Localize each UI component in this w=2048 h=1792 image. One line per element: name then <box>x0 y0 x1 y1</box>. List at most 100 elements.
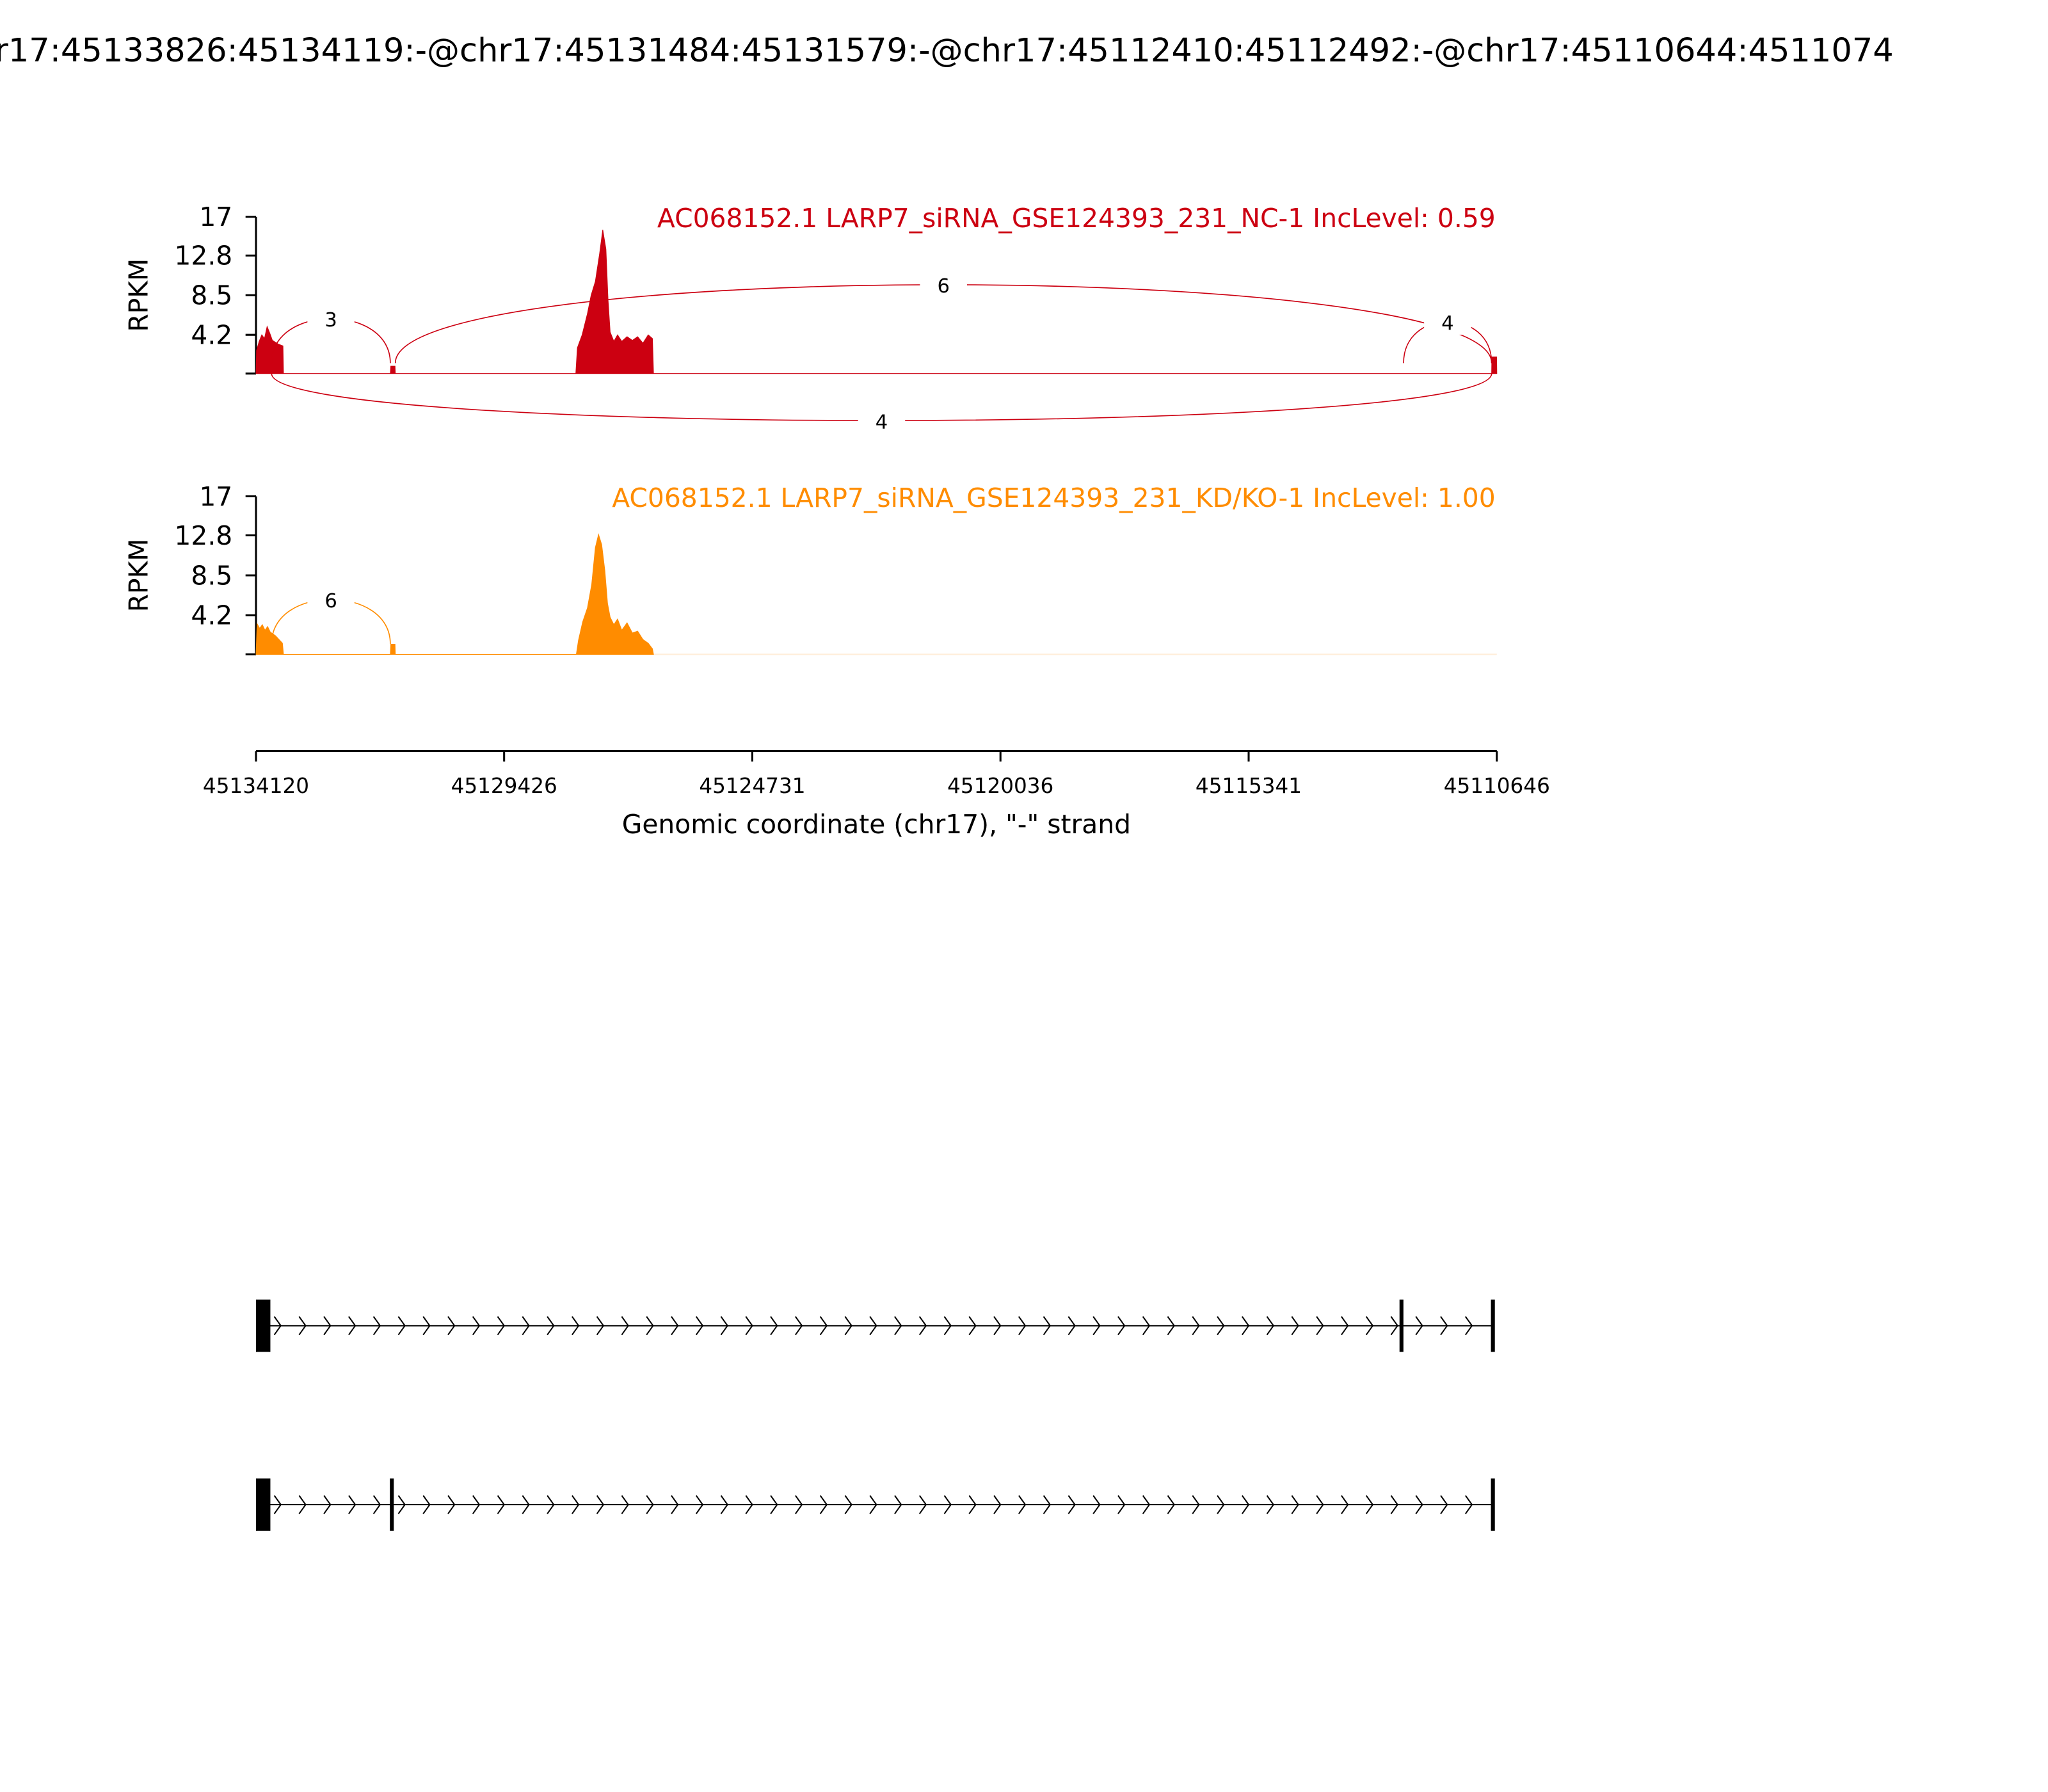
strand-chevron <box>472 1495 481 1514</box>
exon <box>1491 1478 1495 1531</box>
strand-chevron <box>745 1495 753 1514</box>
track-title: AC068152.1 LARP7_siRNA_GSE124393_231_NC-… <box>657 203 1496 234</box>
strand-chevron <box>720 1495 728 1514</box>
strand-chevron <box>572 1495 580 1514</box>
strand-chevron <box>1217 1495 1225 1514</box>
exon <box>1399 1299 1404 1352</box>
strand-chevron <box>1316 1495 1324 1514</box>
exon <box>390 1478 394 1531</box>
strand-chevron <box>621 1495 629 1514</box>
x-tick-label: 45134120 <box>203 774 309 798</box>
strand-chevron <box>1390 1495 1398 1514</box>
strand-chevron <box>497 1316 506 1336</box>
strand-chevron <box>397 1495 406 1514</box>
strand-chevron <box>372 1316 381 1336</box>
x-tick-label: 45110646 <box>1444 774 1550 798</box>
coverage-area <box>255 533 654 655</box>
strand-chevron <box>1415 1495 1423 1514</box>
strand-chevron <box>1341 1495 1349 1514</box>
junction-label: 3 <box>324 309 337 332</box>
strand-chevron <box>745 1316 753 1336</box>
strand-chevron <box>447 1495 456 1514</box>
strand-chevron <box>819 1495 828 1514</box>
strand-chevron <box>1464 1316 1473 1336</box>
exon <box>1491 1299 1495 1352</box>
strand-chevron <box>1291 1495 1299 1514</box>
strand-chevron <box>1192 1316 1200 1336</box>
junction-label-bg <box>307 305 355 332</box>
y-tick-label: 4.2 <box>191 600 232 631</box>
strand-chevron <box>522 1316 530 1336</box>
y-axis-label: RPKM <box>124 539 154 612</box>
strand-chevron <box>472 1316 481 1336</box>
strand-chevron <box>273 1495 282 1514</box>
coverage-area <box>255 229 1498 374</box>
strand-chevron <box>894 1495 902 1514</box>
strand-chevron <box>968 1495 977 1514</box>
strand-chevron <box>993 1495 1002 1514</box>
strand-chevron <box>1092 1495 1101 1514</box>
strand-chevron <box>1117 1495 1126 1514</box>
strand-chevron <box>348 1495 356 1514</box>
strand-chevron <box>522 1495 530 1514</box>
x-tick-label: 45129426 <box>451 774 557 798</box>
strand-chevron <box>918 1495 927 1514</box>
strand-chevron <box>298 1316 307 1336</box>
strand-chevron <box>621 1316 629 1336</box>
strand-chevron <box>993 1316 1002 1336</box>
track-title: AC068152.1 LARP7_siRNA_GSE124393_231_KD/… <box>612 483 1496 513</box>
strand-chevron <box>1390 1316 1398 1336</box>
y-tick-label: 12.8 <box>174 241 232 271</box>
strand-chevron <box>720 1316 728 1336</box>
strand-chevron <box>844 1316 852 1336</box>
strand-chevron <box>646 1495 654 1514</box>
strand-chevron <box>397 1316 406 1336</box>
strand-chevron <box>372 1495 381 1514</box>
strand-chevron <box>869 1316 877 1336</box>
x-axis-label: Genomic coordinate (chr17), "-" strand <box>622 809 1131 840</box>
strand-chevron <box>447 1316 456 1336</box>
strand-chevron <box>1043 1495 1052 1514</box>
junction-label-bg <box>1424 308 1471 335</box>
strand-chevron <box>646 1316 654 1336</box>
exon <box>256 1478 271 1531</box>
strand-chevron <box>968 1316 977 1336</box>
strand-chevron <box>348 1316 356 1336</box>
strand-chevron <box>298 1495 307 1514</box>
strand-chevron <box>596 1316 605 1336</box>
strand-chevron <box>1464 1495 1473 1514</box>
strand-chevron <box>918 1316 927 1336</box>
strand-chevron <box>1142 1316 1151 1336</box>
strand-chevron <box>894 1316 902 1336</box>
strand-chevron <box>1167 1316 1175 1336</box>
x-tick-label: 45124731 <box>699 774 805 798</box>
y-tick-label: 12.8 <box>174 520 232 551</box>
strand-chevron <box>819 1316 828 1336</box>
strand-chevron <box>943 1495 952 1514</box>
strand-chevron <box>1415 1316 1423 1336</box>
strand-chevron <box>1217 1316 1225 1336</box>
strand-chevron <box>1266 1316 1275 1336</box>
strand-chevron <box>844 1495 852 1514</box>
strand-chevron <box>273 1316 282 1336</box>
strand-chevron <box>547 1495 555 1514</box>
strand-chevron <box>422 1316 431 1336</box>
strand-chevron <box>1018 1495 1027 1514</box>
strand-chevron <box>1440 1495 1448 1514</box>
strand-chevron <box>1142 1495 1151 1514</box>
strand-chevron <box>572 1316 580 1336</box>
strand-chevron <box>795 1316 803 1336</box>
strand-chevron <box>1117 1316 1126 1336</box>
y-tick-label: 17 <box>199 481 232 512</box>
strand-chevron <box>323 1495 332 1514</box>
plot-title: r17:45133826:45134119:-@chr17:45131484:4… <box>0 32 1894 70</box>
strand-chevron <box>795 1495 803 1514</box>
strand-chevron <box>1241 1316 1250 1336</box>
strand-chevron <box>422 1495 431 1514</box>
junction-label: 6 <box>937 275 949 298</box>
strand-chevron <box>770 1316 778 1336</box>
junction-label: 4 <box>1441 312 1453 335</box>
strand-chevron <box>869 1495 877 1514</box>
junction-label-bg <box>307 586 355 612</box>
